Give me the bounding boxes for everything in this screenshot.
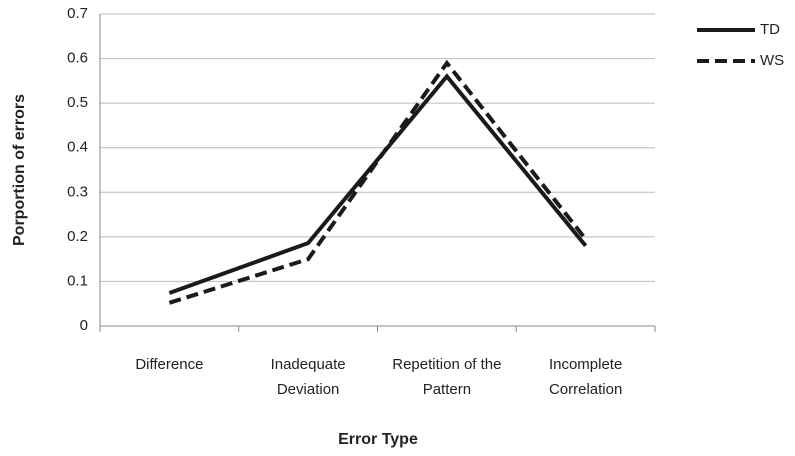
x-tick-label: Repetition of the Pattern: [392, 356, 502, 398]
y-tick-label: 0.6: [67, 50, 88, 67]
y-tick-label: 0.3: [67, 183, 88, 200]
y-tick-label: 0.2: [67, 228, 88, 245]
legend-label: WS: [760, 52, 784, 69]
y-axis-title: Porportion of errors: [11, 94, 28, 246]
x-tick-label: Inadequate Deviation: [270, 356, 346, 398]
y-tick-label: 0.1: [67, 272, 88, 289]
y-tick-label: 0.5: [67, 94, 88, 111]
x-tick-label: Difference: [135, 356, 204, 373]
x-tick-label: Incomplete Correlation: [548, 356, 623, 398]
y-tick-label: 0.4: [67, 139, 88, 156]
series-line: [168, 59, 588, 305]
x-axis-title: Error Type: [338, 431, 418, 448]
series-line: [168, 73, 588, 295]
y-tick-label: 0: [80, 317, 88, 334]
legend-label: TD: [760, 21, 780, 38]
y-tick-label: 0.7: [67, 5, 88, 22]
